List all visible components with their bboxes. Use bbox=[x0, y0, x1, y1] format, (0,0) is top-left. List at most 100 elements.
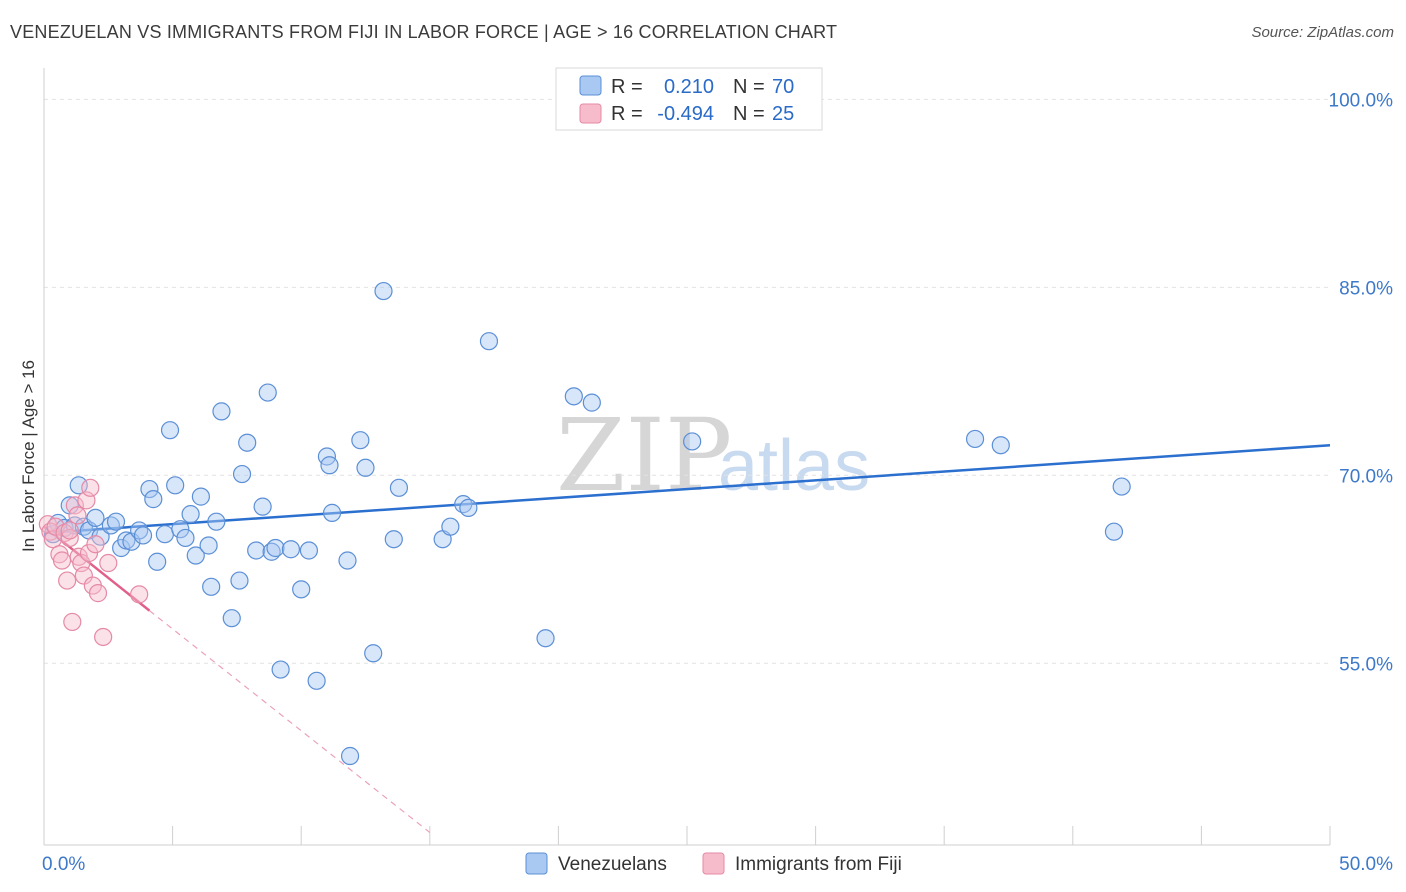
series-legend: Venezuelans Immigrants from Fiji bbox=[525, 852, 902, 875]
venezuelans-point-17 bbox=[140, 479, 159, 499]
series-legend-label-fiji: Immigrants from Fiji bbox=[735, 854, 902, 875]
fiji-point-9 bbox=[63, 612, 82, 632]
watermark-zip: ZIP bbox=[556, 397, 732, 514]
fiji-point-7 bbox=[58, 571, 77, 590]
fiji-point-20 bbox=[99, 553, 118, 573]
venezuelans-point-33 bbox=[230, 571, 249, 590]
venezuelans-point-63 bbox=[564, 387, 583, 406]
y-tick-label-100: 100.0% bbox=[1329, 90, 1394, 111]
venezuelans-points bbox=[43, 281, 1131, 766]
venezuelans-point-67 bbox=[991, 436, 1010, 455]
legend-n-label-pink: N = bbox=[733, 103, 765, 125]
venezuelans-point-24 bbox=[176, 528, 195, 548]
fiji-point-8 bbox=[60, 528, 79, 548]
venezuelans-point-35 bbox=[238, 433, 257, 452]
fiji-point-16 bbox=[81, 478, 100, 497]
venezuelans-point-56 bbox=[389, 478, 409, 497]
venezuelans-point-27 bbox=[191, 487, 210, 506]
fiji-point-22 bbox=[68, 506, 87, 525]
fiji-point-19 bbox=[94, 627, 113, 647]
watermark-atlas: atlas bbox=[718, 426, 870, 506]
venezuelans-point-11 bbox=[106, 512, 126, 531]
legend-r-value-pink: -0.494 bbox=[657, 103, 714, 125]
series-legend-swatch-venezuelans bbox=[525, 852, 548, 875]
venezuelans-point-62 bbox=[536, 629, 555, 648]
legend-n-label-blue: N = bbox=[733, 76, 765, 98]
fiji-point-3 bbox=[46, 517, 65, 536]
venezuelans-point-68 bbox=[1104, 522, 1124, 541]
fiji-point-6 bbox=[55, 523, 74, 543]
legend-n-value-pink: 25 bbox=[772, 103, 794, 125]
x-tick-label-max: 50.0% bbox=[1339, 854, 1393, 875]
venezuelans-point-53 bbox=[364, 644, 383, 663]
y-axis-title: In Labor Force | Age > 16 bbox=[19, 360, 38, 552]
venezuelans-point-42 bbox=[281, 540, 301, 559]
venezuelans-point-20 bbox=[155, 525, 174, 544]
venezuelans-point-8 bbox=[86, 508, 105, 528]
venezuelans-point-66 bbox=[965, 429, 985, 449]
venezuelans-point-52 bbox=[356, 458, 375, 477]
y-tick-label-55: 55.0% bbox=[1339, 654, 1393, 675]
fiji-point-21 bbox=[130, 585, 149, 604]
venezuelans-point-32 bbox=[222, 609, 241, 628]
correlation-legend: R = 0.210 N = 70 R = -0.494 N = 25 bbox=[555, 67, 823, 131]
venezuelans-point-45 bbox=[307, 671, 326, 690]
venezuelans-point-51 bbox=[351, 431, 370, 450]
venezuelans-point-48 bbox=[322, 503, 342, 522]
venezuelans-point-18 bbox=[144, 490, 163, 509]
y-tick-labels: 55.0% 70.0% 85.0% 100.0% bbox=[1329, 90, 1394, 675]
venezuelans-point-3 bbox=[60, 496, 79, 515]
venezuelans-point-23 bbox=[171, 520, 190, 539]
venezuelans-point-21 bbox=[160, 421, 180, 440]
series-legend-label-venezuelans: Venezuelans bbox=[558, 854, 667, 875]
venezuelans-point-58 bbox=[441, 517, 460, 536]
fiji-point-18 bbox=[88, 584, 108, 603]
venezuelans-point-43 bbox=[292, 580, 311, 599]
fiji-point-13 bbox=[74, 566, 93, 585]
x-tick-label-min: 0.0% bbox=[42, 854, 85, 875]
venezuelans-point-65 bbox=[683, 432, 702, 451]
venezuelans-point-25 bbox=[181, 505, 200, 524]
venezuelans-point-30 bbox=[207, 512, 226, 531]
venezuelans-point-37 bbox=[253, 497, 272, 516]
fiji-point-23 bbox=[86, 535, 105, 554]
venezuelans-point-26 bbox=[186, 546, 205, 565]
venezuelans-point-69 bbox=[1112, 477, 1131, 496]
legend-r-value-blue: 0.210 bbox=[664, 76, 714, 98]
venezuelans-point-36 bbox=[247, 541, 266, 560]
venezuelans-point-19 bbox=[148, 552, 167, 571]
series-legend-swatch-fiji bbox=[702, 852, 725, 875]
fiji-trend-extension bbox=[149, 610, 431, 833]
legend-swatch-blue bbox=[579, 75, 602, 96]
venezuelans-point-61 bbox=[479, 332, 499, 351]
venezuelans-point-5 bbox=[69, 476, 88, 495]
legend-r-label-pink: R = bbox=[611, 103, 643, 125]
x-ticks bbox=[172, 826, 1331, 845]
venezuelans-point-38 bbox=[258, 383, 277, 402]
y-tick-label-85: 85.0% bbox=[1339, 278, 1393, 299]
venezuelans-point-40 bbox=[266, 538, 285, 558]
venezuelans-point-31 bbox=[212, 402, 231, 421]
venezuelans-point-22 bbox=[166, 476, 185, 495]
venezuelans-point-28 bbox=[199, 536, 218, 555]
venezuelans-point-60 bbox=[459, 498, 478, 517]
venezuelans-point-16 bbox=[133, 526, 153, 545]
venezuelans-point-44 bbox=[299, 541, 319, 560]
legend-r-label-blue: R = bbox=[611, 76, 643, 98]
fiji-points bbox=[38, 478, 149, 647]
venezuelans-point-64 bbox=[582, 393, 601, 412]
venezuelans-point-49 bbox=[338, 551, 357, 570]
fiji-point-5 bbox=[52, 551, 72, 570]
venezuelans-point-34 bbox=[232, 464, 252, 484]
chart-title: VENEZUELAN VS IMMIGRANTS FROM FIJI IN LA… bbox=[10, 22, 838, 42]
legend-n-value-blue: 70 bbox=[772, 76, 794, 98]
venezuelans-point-41 bbox=[271, 660, 290, 679]
fiji-point-24 bbox=[60, 521, 79, 540]
venezuelans-point-29 bbox=[202, 577, 221, 596]
venezuelans-point-50 bbox=[340, 746, 360, 766]
legend-swatch-pink bbox=[579, 103, 602, 124]
venezuelans-point-55 bbox=[384, 530, 403, 549]
source-label: Source: ZipAtlas.com bbox=[1251, 24, 1394, 41]
venezuelans-point-54 bbox=[374, 281, 393, 301]
